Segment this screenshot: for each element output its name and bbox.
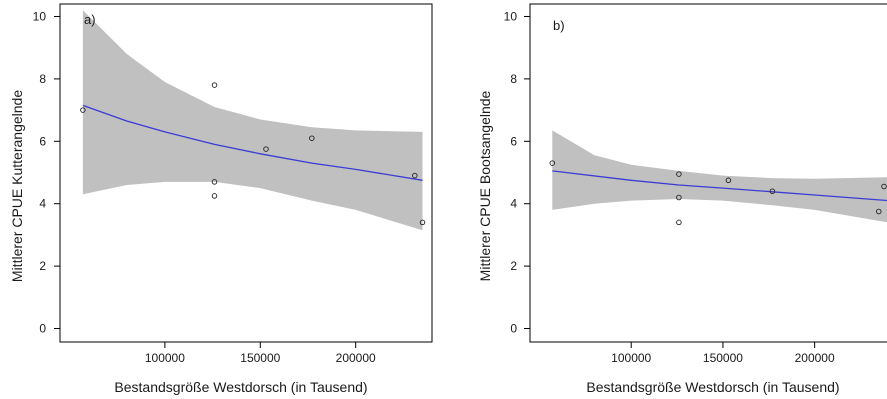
panel-label: b) [553, 18, 565, 33]
data-point [211, 82, 218, 88]
data-point [263, 146, 269, 152]
data-point [80, 107, 86, 113]
y-tick-label: 0 [39, 322, 46, 336]
data-point [419, 219, 426, 226]
y-axis: 0 2 4 6 8 10 [504, 9, 530, 336]
x-axis-title: Bestandsgröße Westdorsch (in Tausend) [114, 379, 367, 395]
x-tick-label: 150000 [703, 351, 743, 365]
confidence-band [82, 10, 423, 231]
y-tick-label: 4 [39, 197, 46, 211]
data-point [412, 172, 418, 179]
plot-frame [529, 3, 887, 343]
x-axis-title: Bestandsgröße Westdorsch (in Tausend) [586, 379, 839, 395]
y-tick-label: 6 [510, 134, 517, 148]
x-tick-label: 200000 [336, 351, 376, 365]
data-points [80, 82, 426, 226]
data-point [676, 194, 682, 201]
data-point [211, 193, 218, 199]
y-tick-label: 10 [33, 9, 47, 23]
panel-a: 0 2 4 6 8 10 100000 150000 200000 a) Bestandsgr… [9, 3, 433, 395]
y-tick-label: 0 [510, 322, 517, 336]
confidence-band [552, 130, 887, 223]
y-tick-label: 4 [510, 197, 517, 211]
data-point [876, 208, 882, 215]
y-axis-title: Mittlerer CPUE Bootsangelnde [477, 90, 493, 281]
panel-b: 0 2 4 6 8 10 100000 150000 200000 b) Bestandsgr… [477, 3, 887, 395]
y-axis: 0 2 4 6 8 10 [33, 9, 60, 336]
data-point [676, 219, 682, 226]
x-axis: 100000 150000 200000 [145, 342, 376, 365]
data-point [725, 177, 732, 184]
data-point [769, 188, 776, 194]
x-tick-label: 150000 [240, 351, 280, 365]
plot-frame [59, 3, 433, 343]
fit-line [82, 104, 423, 181]
x-tick-label: 100000 [611, 351, 651, 365]
x-axis: 100000 150000 200000 [611, 342, 835, 365]
fit-line [552, 170, 887, 202]
data-points [549, 160, 887, 226]
y-tick-label: 6 [39, 134, 46, 148]
data-point [211, 179, 218, 185]
y-tick-label: 8 [510, 72, 517, 86]
y-tick-label: 2 [510, 259, 517, 273]
y-tick-label: 10 [504, 9, 518, 23]
data-point [309, 135, 315, 141]
y-tick-label: 8 [39, 72, 46, 86]
data-point [549, 160, 556, 166]
data-point [676, 171, 682, 177]
y-tick-label: 2 [39, 259, 46, 273]
data-point [881, 183, 887, 190]
panel-label: a) [84, 12, 96, 27]
x-tick-label: 200000 [795, 351, 835, 365]
y-axis-title: Mittlerer CPUE Kutterangelnde [9, 90, 25, 282]
x-tick-label: 100000 [145, 351, 185, 365]
